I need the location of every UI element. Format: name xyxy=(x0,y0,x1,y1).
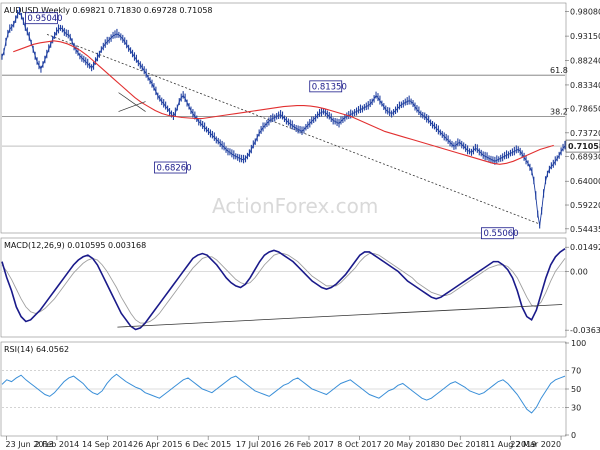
x-tick-label: 11 Aug 2019 xyxy=(485,440,536,449)
macd-line xyxy=(1,248,566,331)
current-price-value: 0.71058 xyxy=(568,142,600,151)
channel-line-upper xyxy=(118,92,146,112)
rsi-tick-label: 0 xyxy=(571,431,576,440)
watermark: ActionForex.com xyxy=(212,194,378,218)
price-label-box xyxy=(25,12,58,25)
price-label-box xyxy=(309,80,343,93)
price-tick-label: 0.64000 xyxy=(570,177,600,186)
price-tick-label: 0.83340 xyxy=(570,81,600,90)
price-label-text: 0.68260 xyxy=(156,164,191,174)
fib-level-label: 61.8 xyxy=(550,66,568,75)
price-tick-label: 0.78650 xyxy=(570,104,600,113)
price-label-text: 0.81350 xyxy=(312,82,347,92)
channel-line-lower xyxy=(118,101,146,112)
price-series-line xyxy=(1,11,566,226)
price-tick-label: 0.98080 xyxy=(570,8,600,17)
price-panel-frame xyxy=(0,2,567,234)
x-tick-label: 30 Dec 2018 xyxy=(435,440,486,449)
rsi-tick-label: 30 xyxy=(571,403,581,412)
macd-tick-label: 0.014925 xyxy=(570,243,600,252)
price-tick-label: 0.73720 xyxy=(570,129,600,138)
x-tick-label: 2 Feb 2014 xyxy=(35,440,80,449)
macd-trendline xyxy=(117,304,563,328)
rsi-layer: 100 70 50 30 0 xyxy=(1,339,586,440)
x-tick-label: 17 Jul 2016 xyxy=(236,440,281,449)
x-tick-label: 20 May 2018 xyxy=(384,440,436,449)
rsi-line xyxy=(1,373,566,414)
x-tick-label: 22 Mar 2020 xyxy=(510,440,561,449)
price-tick-label: 0.93150 xyxy=(570,32,600,41)
price-layer: 0.98080 0.93150 0.88240 0.83340 0.78650 0.737… xyxy=(1,6,600,240)
moving-average-line xyxy=(13,40,554,165)
rsi-header: RSI(14) 64.0562 xyxy=(4,345,69,354)
x-tick-label: 14 Sep 2014 xyxy=(82,440,133,449)
current-price-tag xyxy=(565,139,600,153)
price-label-text: 0.55060 xyxy=(483,229,518,239)
macd-tick-label: -0.036389 xyxy=(570,326,600,335)
macd-layer: 0.014925 0.00 -0.036389 xyxy=(1,243,600,335)
price-header: AUDUSD.Weekly 0.69821 0.71830 0.69728 0.… xyxy=(4,6,213,15)
macd-signal-line xyxy=(1,253,566,324)
fib-level-label: 38.2 xyxy=(550,108,568,117)
ohlc-values: 0.69821 0.71830 0.69728 0.71058 xyxy=(73,6,213,15)
price-tick-label: 0.88240 xyxy=(570,57,600,66)
rsi-tick-label: 100 xyxy=(571,339,586,348)
macd-tick-label: 0.00 xyxy=(570,267,588,276)
price-label-box xyxy=(154,161,187,174)
x-tick-label: 23 Jun 2013 xyxy=(6,440,54,449)
rsi-tick-label: 70 xyxy=(571,367,581,376)
macd-panel-frame xyxy=(0,237,567,338)
x-tick-label: 26 Apr 2015 xyxy=(133,440,182,449)
x-tick-label: 8 Oct 2017 xyxy=(337,440,381,449)
rsi-tick-label: 50 xyxy=(571,385,581,394)
macd-header: MACD(12,26,9) 0.010595 0.003168 xyxy=(4,241,146,250)
price-label-text: 0.95040 xyxy=(27,14,62,24)
x-tick-label: 6 Dec 2015 xyxy=(185,440,231,449)
price-tick-label: 0.68930 xyxy=(570,153,600,162)
price-tick-label: 0.54435 xyxy=(570,225,600,234)
price-tick-label: 0.59220 xyxy=(570,201,600,210)
x-tick-label: 26 Feb 2017 xyxy=(284,440,334,449)
price-label-box xyxy=(481,227,514,240)
